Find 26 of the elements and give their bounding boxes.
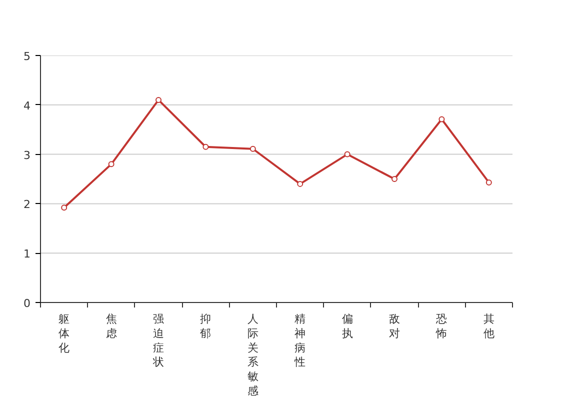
point bbox=[156, 96, 162, 103]
x-tick-label: 强迫症状 bbox=[152, 314, 164, 369]
point bbox=[297, 180, 304, 187]
y-tick-label: 5 bbox=[24, 50, 30, 63]
x-tick-label: 其他 bbox=[483, 312, 494, 340]
x-tick-label: 精神病性 bbox=[294, 314, 306, 369]
x-tick-label: 偏执 bbox=[342, 314, 353, 340]
y-tick-label: 2 bbox=[24, 198, 30, 212]
point bbox=[392, 176, 398, 182]
y-tick-label: 4 bbox=[24, 99, 30, 112]
point bbox=[250, 146, 256, 152]
x-tick-label: 焦虑 bbox=[106, 314, 117, 340]
y-tick-label: 0 bbox=[24, 297, 30, 310]
x-tick-label: 躯体化 bbox=[58, 314, 70, 354]
point bbox=[344, 151, 350, 158]
y-tick-label: 3 bbox=[24, 148, 30, 162]
x-tick-label: 抑郁 bbox=[200, 314, 212, 340]
point bbox=[108, 161, 114, 168]
point bbox=[61, 204, 68, 211]
x-tick-label: 恐怖 bbox=[435, 314, 448, 340]
x-tick-label: 敌对 bbox=[389, 314, 400, 340]
point bbox=[486, 179, 492, 186]
x-tick-label: 人际关系敏感 bbox=[247, 314, 258, 398]
y-tick-label: 1 bbox=[24, 248, 30, 261]
point bbox=[438, 116, 445, 122]
point bbox=[202, 144, 209, 150]
